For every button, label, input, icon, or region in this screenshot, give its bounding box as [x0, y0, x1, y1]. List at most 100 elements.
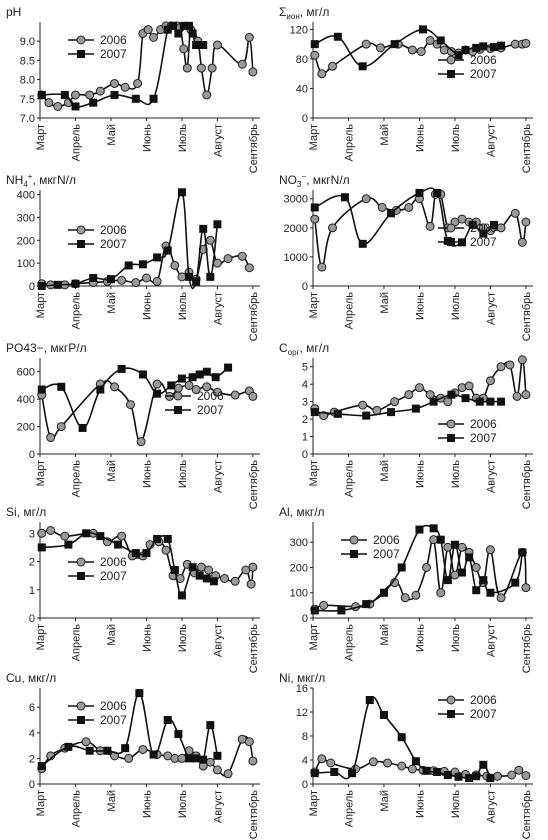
data-point-2006: [136, 437, 146, 447]
y-tick-label: 3000: [284, 194, 308, 206]
legend-marker: [174, 406, 182, 414]
data-point-2006: [377, 202, 387, 212]
x-tick-label: Апрель: [70, 292, 82, 330]
data-point-2006: [512, 391, 522, 401]
data-point-2007: [174, 730, 183, 739]
legend-marker: [77, 716, 85, 724]
legend-marker: [173, 391, 183, 401]
chart-title: pH: [6, 5, 21, 19]
data-point-2007: [411, 757, 420, 766]
data-point-2006: [443, 397, 453, 407]
legend-marker: [447, 238, 455, 246]
data-point-2007: [138, 260, 147, 269]
data-point-2006: [223, 769, 233, 779]
data-point-2007: [209, 577, 218, 586]
legend-label: 2007: [470, 431, 497, 445]
data-point-2007: [153, 389, 162, 398]
chart-title: Al, мкг/л: [279, 505, 325, 519]
x-tick-label: Май: [106, 460, 118, 482]
data-point-2006: [246, 579, 256, 589]
x-tick-label: Сентябрь: [248, 790, 260, 840]
x-tick-label: Апрель: [70, 460, 82, 498]
series-line-2006: [314, 189, 527, 268]
data-point-2006: [328, 223, 338, 233]
data-point-2006: [223, 254, 233, 264]
legend-marker: [76, 35, 86, 45]
x-tick-label: Март: [308, 624, 320, 650]
data-point-2006: [328, 61, 338, 71]
data-point-2006: [202, 382, 212, 392]
legend-marker: [447, 710, 455, 718]
data-point-2006: [124, 753, 134, 763]
data-point-2007: [379, 711, 388, 719]
data-point-2007: [479, 229, 488, 238]
legend-label: 2006: [470, 417, 497, 431]
chart-title-superscript: +: [28, 172, 33, 181]
legend-label: 2006: [470, 221, 497, 235]
legend-label: 2007: [100, 713, 127, 727]
y-tick-label: 100: [290, 588, 308, 600]
data-point-2007: [486, 774, 495, 782]
data-point-2007: [472, 772, 481, 781]
legend-label: 2006: [197, 389, 224, 403]
x-tick-label: Март: [35, 624, 47, 650]
chart-title: Ni, мкг/л: [279, 671, 325, 685]
y-tick-label: 7.5: [20, 94, 35, 106]
y-tick-label: 3: [29, 528, 35, 540]
data-point-2006: [131, 278, 141, 288]
data-point-2007: [185, 21, 194, 30]
y-tick-label: 0: [29, 779, 35, 791]
data-point-2007: [71, 279, 80, 288]
data-point-2007: [337, 606, 346, 615]
data-point-2006: [56, 422, 66, 432]
legend-label: 2007: [470, 707, 497, 721]
data-point-2007: [465, 553, 474, 562]
legend-marker: [446, 695, 456, 705]
data-point-2006: [202, 90, 212, 100]
data-point-2006: [248, 562, 258, 572]
data-point-2006: [400, 593, 410, 603]
y-tick-label: 7.0: [20, 113, 35, 125]
x-tick-label: Июнь: [141, 124, 153, 152]
data-point-2006: [173, 383, 183, 393]
data-point-2006: [310, 50, 320, 60]
data-point-2007: [96, 385, 105, 394]
chart-panel-2: Σион, мг/л 0 40 80 120 Март Апрель Май Июнь Июль А…: [279, 5, 533, 173]
data-point-2007: [124, 261, 133, 270]
legend-marker: [350, 550, 358, 558]
x-tick-label: Март: [35, 292, 47, 318]
data-point-2007: [163, 534, 172, 543]
x-tick-label: Май: [379, 292, 391, 314]
data-point-2006: [152, 276, 162, 286]
data-point-2007: [131, 94, 140, 103]
x-tick-label: Август: [212, 624, 224, 657]
data-point-2007: [114, 540, 123, 549]
chart-title-units: , мкгN/л: [32, 173, 76, 187]
data-point-2007: [121, 744, 130, 753]
x-tick-label: Сентябрь: [521, 460, 533, 510]
data-point-2006: [317, 69, 327, 79]
data-point-2006: [70, 90, 80, 100]
legend-label: 2007: [197, 403, 224, 417]
data-point-2006: [496, 223, 506, 233]
data-point-2007: [429, 524, 438, 533]
y-tick-label: 0: [302, 281, 308, 293]
y-tick-label: 2000: [284, 223, 308, 235]
x-tick-label: Март: [308, 790, 320, 816]
y-tick-label: 12: [296, 707, 308, 719]
data-point-2006: [521, 38, 531, 48]
y-tick-label: 4: [29, 728, 35, 740]
x-tick-label: Июль: [450, 292, 462, 320]
data-point-2006: [53, 101, 63, 111]
data-point-2007: [174, 29, 183, 38]
data-point-2006: [141, 273, 151, 283]
chart-title-units: , мкгN/л: [306, 173, 350, 187]
data-point-2007: [199, 224, 208, 233]
y-tick-label: 200: [17, 422, 35, 434]
y-tick-label: 8.0: [20, 75, 35, 87]
data-point-2006: [117, 531, 127, 541]
data-point-2006: [60, 531, 70, 541]
legend-marker: [76, 701, 86, 711]
data-point-2007: [511, 578, 520, 587]
